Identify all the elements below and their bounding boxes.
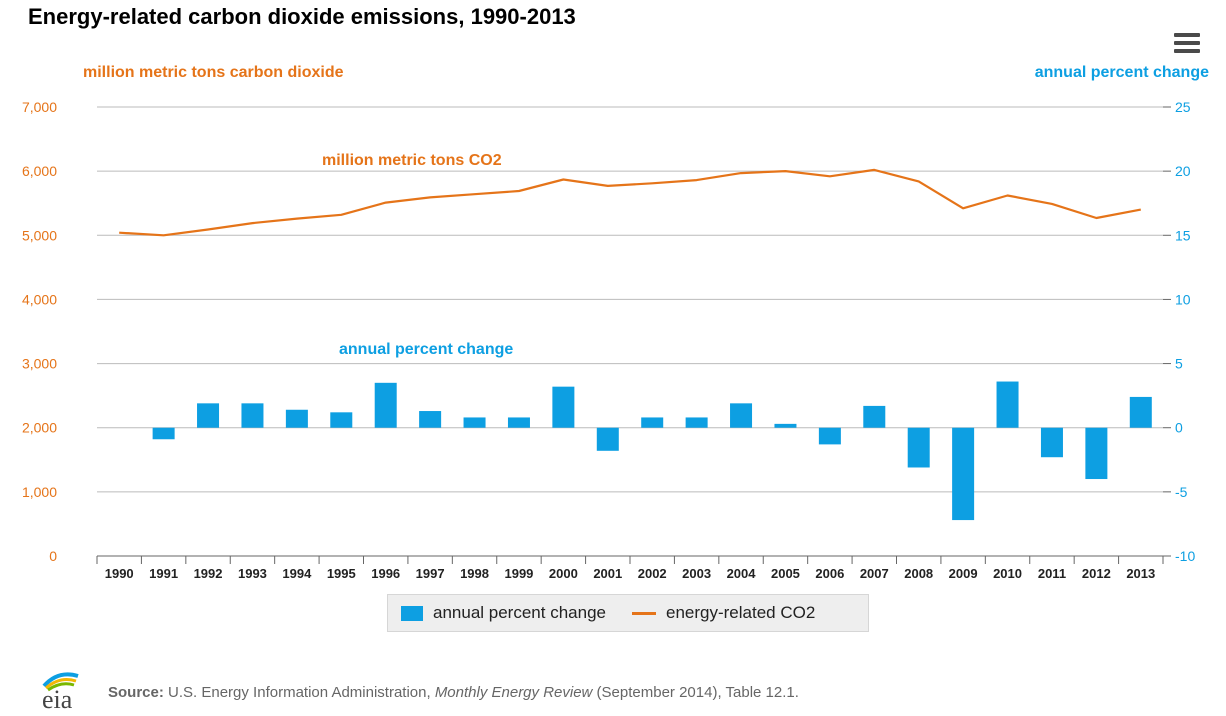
bar bbox=[374, 382, 397, 428]
x-axis-tick-label: 2009 bbox=[949, 566, 978, 581]
x-axis-tick-label: 1991 bbox=[149, 566, 178, 581]
bar bbox=[641, 417, 664, 428]
legend-bar-label: annual percent change bbox=[433, 603, 606, 622]
bar bbox=[730, 403, 753, 428]
chart-plot: 0 -10 1,000 -5 2,000 0 3,000 5 4,000 10 5,000 15 6,0… bbox=[22, 99, 1195, 581]
chart-title: Energy-related carbon dioxide emissions,… bbox=[28, 4, 576, 29]
bar bbox=[1085, 427, 1108, 480]
x-axis-tick-label: 2000 bbox=[549, 566, 578, 581]
source-text-before: U.S. Energy Information Administration, bbox=[163, 684, 435, 701]
right-axis-tick-label: 20 bbox=[1175, 163, 1191, 179]
bar bbox=[596, 427, 619, 451]
left-axis-tick-label: 3,000 bbox=[22, 356, 57, 372]
x-axis-tick-label: 2011 bbox=[1038, 566, 1066, 581]
right-axis-tick-label: -10 bbox=[1175, 548, 1195, 564]
legend-line-label: energy-related CO2 bbox=[665, 603, 816, 622]
eia-logo: eia bbox=[42, 672, 79, 712]
x-axis-tick-label: 2006 bbox=[815, 566, 844, 581]
bar bbox=[152, 427, 175, 440]
right-axis-tick-label: 25 bbox=[1175, 99, 1191, 115]
x-axis-tick-label: 2005 bbox=[771, 566, 800, 581]
left-axis-tick-label: 2,000 bbox=[22, 420, 57, 436]
legend-bar-swatch bbox=[401, 605, 423, 621]
line-series-label: million metric tons CO2 bbox=[322, 152, 502, 169]
right-axis-tick-label: 5 bbox=[1175, 356, 1183, 372]
x-axis-tick-label: 2007 bbox=[860, 566, 889, 581]
bar bbox=[996, 381, 1019, 428]
source-text-after: (September 2014), Table 12.1. bbox=[592, 684, 799, 701]
left-axis-tick-label: 7,000 bbox=[22, 99, 57, 115]
bar-series-label: annual percent change bbox=[339, 341, 513, 358]
x-axis-tick-label: 1996 bbox=[371, 566, 400, 581]
x-axis-tick-label: 2010 bbox=[993, 566, 1022, 581]
x-axis-tick-label: 2013 bbox=[1126, 566, 1155, 581]
x-axis-tick-label: 1995 bbox=[327, 566, 356, 581]
source-publication: Monthly Energy Review bbox=[434, 684, 593, 701]
right-axis-tick-label: -5 bbox=[1175, 484, 1188, 500]
x-axis-tick-label: 1999 bbox=[504, 566, 533, 581]
x-axis-tick-label: 2008 bbox=[904, 566, 933, 581]
left-axis-tick-label: 6,000 bbox=[22, 163, 57, 179]
x-axis-tick-label: 2003 bbox=[682, 566, 711, 581]
bar bbox=[330, 412, 353, 428]
x-axis-tick-label: 2001 bbox=[593, 566, 622, 581]
legend-item-line[interactable]: energy-related CO2 bbox=[606, 603, 815, 623]
legend-line-swatch bbox=[631, 611, 656, 615]
x-axis-tick-label: 1998 bbox=[460, 566, 489, 581]
bar bbox=[907, 427, 930, 468]
bar bbox=[419, 411, 442, 428]
x-axis-tick-label: 2012 bbox=[1082, 566, 1111, 581]
bar bbox=[818, 427, 841, 445]
left-axis-title: million metric tons carbon dioxide bbox=[83, 64, 344, 81]
bar bbox=[952, 427, 975, 521]
bar bbox=[507, 417, 530, 428]
bar bbox=[863, 405, 886, 428]
x-axis-tick-label: 2002 bbox=[638, 566, 667, 581]
bar bbox=[285, 409, 308, 428]
bar bbox=[463, 417, 486, 428]
source-label: Source: bbox=[108, 684, 164, 701]
bar bbox=[241, 403, 264, 428]
x-axis-tick-label: 1990 bbox=[105, 566, 134, 581]
series-line bbox=[119, 168, 1142, 237]
bar bbox=[197, 403, 220, 428]
legend: annual percent change energy-related CO2 bbox=[387, 594, 869, 632]
right-axis-tick-label: 0 bbox=[1175, 420, 1183, 436]
x-axis-tick-label: 1997 bbox=[416, 566, 445, 581]
hamburger-menu-icon[interactable] bbox=[1174, 33, 1200, 55]
bar bbox=[1040, 427, 1063, 458]
right-axis-tick-label: 15 bbox=[1175, 227, 1191, 243]
bar bbox=[552, 386, 575, 428]
x-axis-tick-label: 1993 bbox=[238, 566, 267, 581]
left-axis-tick-label: 4,000 bbox=[22, 291, 57, 307]
x-axis-tick-label: 1994 bbox=[282, 566, 312, 581]
right-axis-title: annual percent change bbox=[1034, 64, 1209, 81]
x-axis-tick-label: 1992 bbox=[194, 566, 223, 581]
source-note: Source: U.S. Energy Information Administ… bbox=[108, 684, 799, 701]
left-axis-tick-label: 5,000 bbox=[22, 227, 57, 243]
bar bbox=[685, 417, 708, 428]
bar bbox=[774, 423, 797, 428]
left-axis-tick-label: 0 bbox=[49, 548, 57, 564]
legend-item-bars[interactable]: annual percent change bbox=[388, 603, 606, 623]
left-axis-tick-label: 1,000 bbox=[22, 484, 57, 500]
x-axis-tick-label: 2004 bbox=[727, 566, 757, 581]
bar bbox=[1129, 396, 1152, 428]
right-axis-tick-label: 10 bbox=[1175, 291, 1191, 307]
logo-text: eia bbox=[42, 685, 73, 712]
